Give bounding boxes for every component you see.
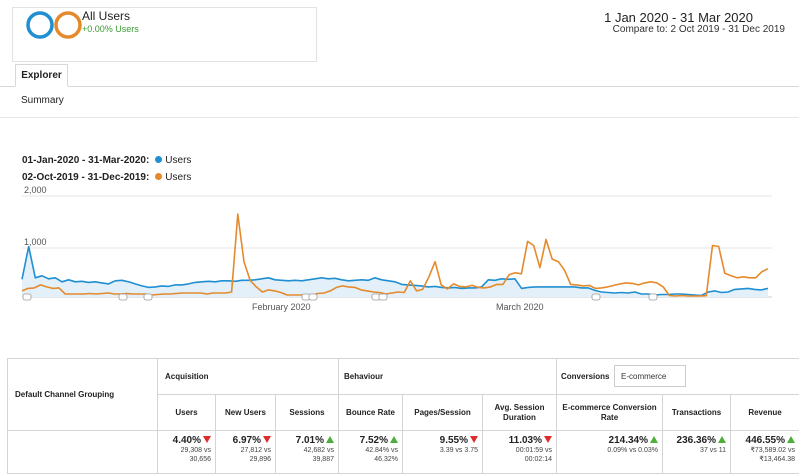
legend-primary-metric: Users [165,155,192,166]
y-tick-1000: 1,000 [24,237,47,247]
annotation-marker-icon[interactable] [591,293,601,301]
arrow-up-icon [718,436,726,443]
col-header-new-users[interactable]: New Users [216,395,276,431]
total-compare-2: 29,896 [249,456,271,463]
total-avg-session-duration: 11.03% 00:01:59 vs 00:02:14 [483,431,557,474]
col-header-pages-session[interactable]: Pages/Session [403,395,483,431]
total-pct: 7.52% [359,435,388,446]
col-header-users[interactable]: Users [158,395,216,431]
arrow-down-icon [544,436,552,443]
total-pct: 4.40% [172,435,201,446]
users-line-chart[interactable]: 2,000 1,000 February 2020 March 2020 [0,185,799,315]
total-pct: 236.36% [676,435,716,446]
legend-compare: 02-Oct-2019 - 31-Dec-2019: Users [22,172,191,183]
col-header-avg-session-duration[interactable]: Avg. Session Duration [483,395,557,431]
total-compare-2: 00:02:14 [524,456,552,463]
tab-explorer[interactable]: Explorer [15,64,68,87]
total-compare-1: 3.39 vs 3.75 [439,447,478,454]
total-compare-2: 39,887 [312,456,334,463]
arrow-up-icon [650,436,658,443]
total-pct: 446.55% [745,435,785,446]
total-pct: 7.01% [295,435,324,446]
summary-divider [0,117,799,118]
series-primary-line [21,245,769,297]
arrow-up-icon [787,436,795,443]
section-conversions: Conversions E-commerce [557,359,799,395]
channel-table: Default Channel Grouping Acquisition Beh… [7,358,799,474]
segment-circles-icon [26,11,82,39]
date-range[interactable]: 1 Jan 2020 - 31 Mar 2020 [604,10,753,25]
segment-change: +0.00% Users [82,24,139,34]
arrow-down-icon [203,436,211,443]
total-new-users: 6.97% 27,812 vs 29,896 [216,431,276,474]
total-compare-1: 42,682 vs [303,447,334,454]
total-pct: 6.97% [232,435,261,446]
annotation-marker-icon[interactable] [22,293,32,301]
legend-compare-metric: Users [165,172,192,183]
total-compare-1: 00:01:59 vs [515,447,552,454]
arrow-up-icon [390,436,398,443]
col-header-revenue[interactable]: Revenue [731,395,799,431]
arrow-down-icon [470,436,478,443]
legend-compare-range: 02-Oct-2019 - 31-Dec-2019: [22,172,150,183]
total-compare-1: 27,812 vs [240,447,271,454]
total-revenue: 446.55% ₹73,589.02 vs ₹13,464.38 [731,431,799,474]
arrow-down-icon [263,436,271,443]
total-compare-2: 30,656 [189,456,211,463]
total-compare-1: 0.09% vs 0.03% [607,447,658,454]
total-compare-1: 42.84% vs [365,447,398,454]
arrow-up-icon [326,436,334,443]
annotation-marker-icon[interactable] [143,293,153,301]
total-compare-2: 46.32% [374,456,398,463]
legend-primary-range: 01-Jan-2020 - 31-Mar-2020: [22,155,150,166]
col-header-transactions[interactable]: Transactions [663,395,731,431]
total-bounce-rate: 7.52% 42.84% vs 46.32% [339,431,403,474]
col-header-bounce-rate[interactable]: Bounce Rate [339,395,403,431]
conversions-select[interactable]: E-commerce [614,365,686,387]
annotation-marker-icon[interactable] [308,293,318,301]
total-pages-session: 9.55% 3.39 vs 3.75 [403,431,483,474]
x-tick-mar: March 2020 [496,302,544,312]
total-compare-1: 29,308 vs [180,447,211,454]
x-tick-feb: February 2020 [252,302,311,312]
legend-primary-dot [155,156,163,163]
section-acquisition: Acquisition [158,359,339,395]
compare-range[interactable]: Compare to: 2 Oct 2019 - 31 Dec 2019 [612,24,785,35]
total-compare-1: ₹73,589.02 vs [750,447,795,454]
legend-primary: 01-Jan-2020 - 31-Mar-2020: Users [22,155,191,166]
annotation-marker-icon[interactable] [648,293,658,301]
series-primary-area [22,246,768,297]
segment-name[interactable]: All Users [82,9,131,23]
annotation-marker-icon[interactable] [118,293,128,301]
group-header[interactable]: Default Channel Grouping [8,359,158,431]
section-behaviour: Behaviour [339,359,557,395]
annotation-marker-icon[interactable] [378,293,388,301]
totals-label-cell [8,431,158,474]
col-header-sessions[interactable]: Sessions [276,395,339,431]
total-compare-2: ₹13,464.38 [759,456,795,463]
total-pct: 214.34% [608,435,648,446]
total-compare-1: 37 vs 11 [700,447,726,454]
total-sessions: 7.01% 42,682 vs 39,887 [276,431,339,474]
total-pct: 9.55% [439,435,468,446]
total-users: 4.40% 29,308 vs 30,656 [158,431,216,474]
legend-compare-dot [155,173,163,180]
tab-summary[interactable]: Summary [21,95,64,106]
total-ecommerce-conversion-rate: 214.34% 0.09% vs 0.03% [557,431,663,474]
total-pct: 11.03% [508,435,542,446]
y-tick-2000: 2,000 [24,185,47,195]
col-header-ecommerce-conversion-rate[interactable]: E-commerce Conversion Rate [557,395,663,431]
tab-divider [0,86,799,87]
section-conversions-label: Conversions [561,372,610,381]
total-transactions: 236.36% 37 vs 11 [663,431,731,474]
